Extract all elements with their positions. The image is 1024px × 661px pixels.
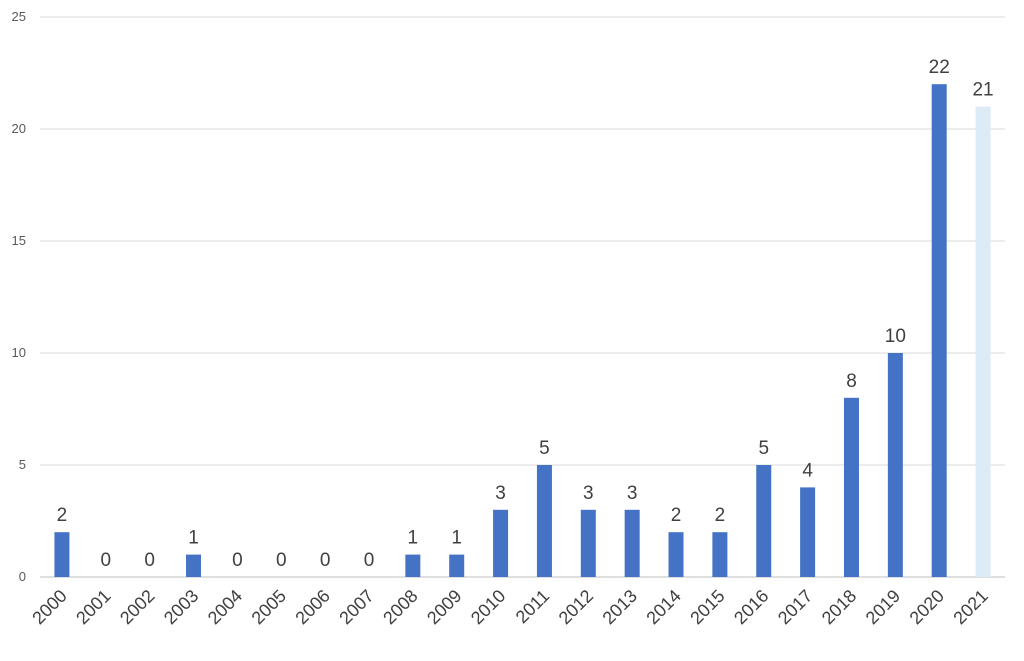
data-label-2021: 21 [972,80,993,101]
x-tick-label-2017: 2017 [774,586,816,628]
data-label-2014: 2 [671,505,682,526]
bar-2000 [54,532,70,577]
y-axis: 0 5 10 15 20 25 [12,9,26,584]
x-tick-label-2013: 2013 [599,586,641,628]
bar-2016 [756,465,772,577]
bar-2011 [536,465,552,577]
x-axis: 2000 2001 2002 2003 2004 2005 2006 2007 2008 2009… [28,586,992,628]
bar-2009 [449,554,465,577]
x-tick-label-2006: 2006 [291,586,333,628]
data-label-2003: 1 [188,528,199,549]
x-tick-label-2016: 2016 [730,586,772,628]
x-tick-label-2009: 2009 [423,586,465,628]
bar-2019 [887,353,903,577]
data-label-2007: 0 [364,550,375,571]
x-tick-label-2014: 2014 [642,586,684,628]
x-tick-label-2015: 2015 [686,586,728,628]
x-tick-label-2018: 2018 [818,586,860,628]
y-tick-label: 10 [12,345,26,360]
data-label-2004: 0 [232,550,243,571]
x-tick-label-2007: 2007 [335,586,377,628]
data-label-2006: 0 [320,550,331,571]
x-tick-label-2011: 2011 [512,586,554,628]
bar-2017 [800,487,816,577]
x-tick-label-2010: 2010 [467,586,509,628]
x-tick-label-2019: 2019 [862,586,904,628]
data-label-2005: 0 [276,550,287,571]
bar-2014 [668,532,684,577]
data-label-2013: 3 [627,483,638,504]
data-label-2016: 5 [758,438,769,459]
x-tick-label-2012: 2012 [555,586,597,628]
x-tick-label-2000: 2000 [28,586,70,628]
bar-2010 [493,509,509,577]
x-tick-label-2021: 2021 [949,586,991,628]
y-tick-label: 5 [19,457,26,472]
bar-2003 [186,554,202,577]
data-label-2008: 1 [408,528,419,549]
data-label-2018: 8 [846,371,857,392]
y-tick-label: 25 [12,9,26,24]
bars [54,84,991,577]
data-label-2000: 2 [57,505,68,526]
bar-2020 [931,84,947,577]
x-tick-label-2020: 2020 [906,586,948,628]
gridlines [40,16,1005,578]
x-tick-label-2004: 2004 [204,586,246,628]
data-label-2020: 22 [929,57,950,78]
data-label-2002: 0 [144,550,155,571]
bar-2021 [975,106,991,577]
data-label-2001: 0 [101,550,112,571]
data-label-2019: 10 [885,326,906,347]
data-label-2010: 3 [495,483,506,504]
data-label-2011: 5 [539,438,550,459]
data-label-2012: 3 [583,483,594,504]
y-tick-label: 15 [12,233,26,248]
x-tick-label-2001: 2001 [72,586,114,628]
x-tick-label-2005: 2005 [248,586,290,628]
bar-2015 [712,532,728,577]
x-tick-label-2003: 2003 [160,586,202,628]
y-tick-label: 0 [19,569,26,584]
x-tick-label-2008: 2008 [379,586,421,628]
y-tick-label: 20 [12,121,26,136]
x-tick-label-2002: 2002 [116,586,158,628]
bar-2012 [580,509,596,577]
bar-2013 [624,509,640,577]
bar-2018 [843,397,859,577]
data-label-2009: 1 [451,528,462,549]
data-label-2015: 2 [715,505,726,526]
data-label-2017: 4 [802,460,813,481]
bar-2008 [405,554,421,577]
